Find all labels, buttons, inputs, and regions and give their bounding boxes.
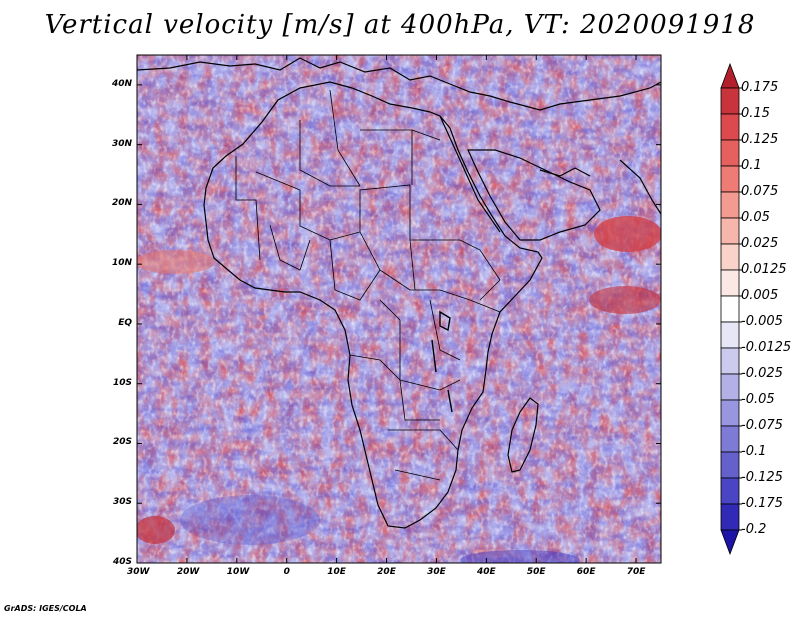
colorbar-swatch — [720, 425, 740, 453]
grads-credit: GrADS: IGES/COLA — [4, 604, 87, 613]
lon-tick-label: 20W — [176, 567, 200, 577]
colorbar-swatch — [720, 347, 740, 375]
colorbar-swatch — [720, 503, 740, 531]
lon-tick-label: 40E — [476, 567, 496, 577]
colorbar-label: -0.05 — [741, 392, 775, 407]
colorbar-label: -0.125 — [741, 470, 783, 485]
colorbar-swatch — [720, 451, 740, 479]
lon-tick-label: 10E — [327, 567, 346, 577]
lat-tick-label: 20N — [111, 198, 132, 209]
colorbar-label: -0.1 — [741, 444, 767, 459]
colorbar-label: 0.075 — [741, 184, 779, 199]
lon-tick-label: 30E — [427, 567, 446, 577]
colorbar-swatch — [720, 321, 740, 349]
lon-tick-label: 10W — [226, 567, 250, 577]
colorbar-label: 0.125 — [741, 132, 779, 147]
colorbar-swatch — [720, 217, 740, 245]
arabia-coastline — [467, 149, 601, 241]
colorbar-swatch — [720, 399, 740, 427]
colorbar-label: 0.025 — [741, 236, 779, 251]
lon-tick-label: 70E — [626, 567, 646, 577]
map-title: Vertical velocity [m/s] at 400hPa, VT: 2… — [44, 10, 756, 40]
colorbar-label: 0.0125 — [741, 262, 787, 277]
colorbar-label: 0.005 — [741, 288, 779, 303]
lon-tick-label: 0 — [283, 567, 290, 577]
colorbar-label: 0.15 — [741, 106, 770, 121]
lat-tick-label: 10S — [112, 377, 132, 388]
lat-tick-label: 30S — [112, 497, 132, 508]
colorbar-label: -0.2 — [741, 522, 767, 537]
colorbar-swatch — [720, 373, 740, 401]
lat-tick-label: 10N — [111, 258, 132, 269]
lat-tick-label: 20S — [112, 437, 132, 448]
colorbar-label: -0.0125 — [741, 340, 792, 355]
colorbar-swatch — [720, 477, 740, 505]
country-borders — [235, 89, 501, 481]
lon-tick-label: 20E — [377, 567, 396, 577]
plot-frame — [136, 54, 662, 564]
colorbar-swatch — [720, 269, 740, 297]
lat-tick-label: EQ — [118, 317, 132, 328]
colorbar-swatch — [720, 113, 740, 141]
colorbar-min-arrow — [720, 529, 740, 556]
velocity-field — [137, 55, 661, 563]
colorbar-label: 0.175 — [741, 80, 779, 95]
india-coastline — [619, 159, 661, 215]
europe-coastline — [137, 57, 661, 111]
colorbar-swatch — [720, 139, 740, 167]
colorbar-label: -0.025 — [741, 366, 783, 381]
lon-tick-label: 60E — [576, 567, 596, 577]
colorbar-label: -0.075 — [741, 418, 783, 433]
colorbar-swatch — [720, 243, 740, 271]
lat-tick-label: 40N — [111, 78, 132, 89]
lat-tick-label: 40S — [112, 557, 132, 567]
colorbar-swatch — [720, 87, 740, 115]
lon-tick-label: 30W — [127, 567, 150, 577]
colorbar-swatch — [720, 295, 740, 323]
colorbar — [720, 62, 742, 556]
coastlines — [137, 57, 661, 529]
colorbar-swatch — [720, 191, 740, 219]
colorbar-max-arrow — [720, 62, 740, 89]
colorbar-swatch — [720, 165, 740, 193]
colorbar-label: 0.05 — [741, 210, 770, 225]
colorbar-label: -0.175 — [741, 496, 783, 511]
africa-coastline — [203, 81, 543, 529]
lat-tick-label: 30N — [111, 138, 132, 149]
madagascar-coastline — [507, 397, 539, 473]
colorbar-label: -0.005 — [741, 314, 783, 329]
lakes — [431, 310, 453, 413]
lon-tick-label: 50E — [526, 567, 546, 577]
colorbar-label: 0.1 — [741, 158, 762, 173]
